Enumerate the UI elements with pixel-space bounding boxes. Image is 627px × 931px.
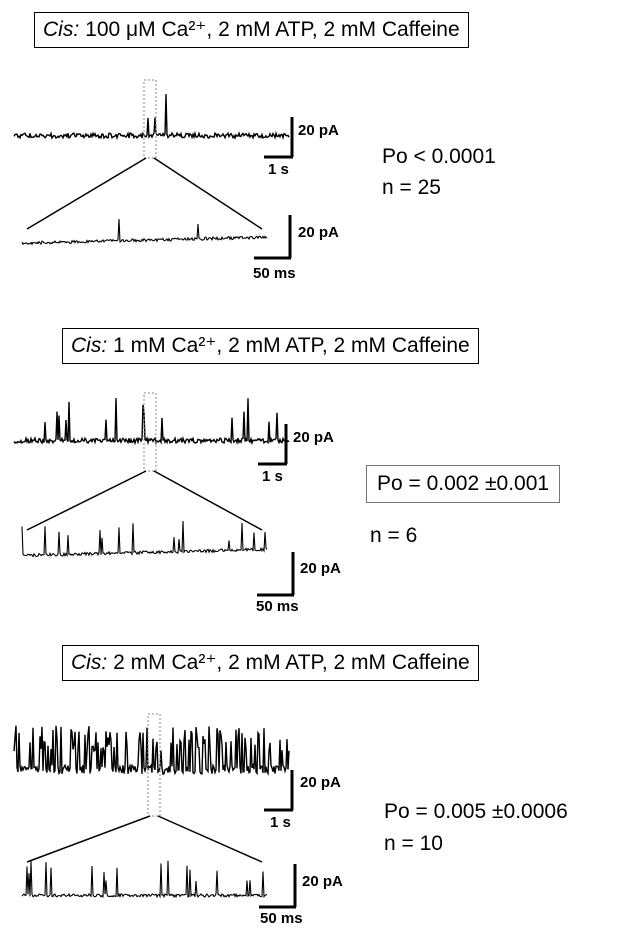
scale-bar-long [264, 770, 294, 812]
current-scale-label: 20 pA [300, 774, 341, 791]
zoom-line-right [157, 815, 263, 863]
trace-short [21, 860, 268, 899]
n-value: n = 25 [382, 176, 441, 199]
current-trace-path [21, 218, 268, 246]
zoom-window [147, 713, 161, 817]
panel-2: Cis: 1 mM Ca²⁺, 2 mM ATP, 2 mM Caffeine 2… [13, 328, 561, 615]
zoom-connector [26, 392, 263, 531]
condition-box: Cis: 2 mM Ca²⁺, 2 mM ATP, 2 mM Caffeine [62, 645, 479, 681]
condition-text: 1 mM Ca²⁺, 2 mM ATP, 2 mM Caffeine [113, 334, 470, 357]
time-scale-label: 1 s [262, 468, 283, 485]
zoom-line-left [26, 157, 147, 230]
current-scale-label: 20 pA [302, 873, 343, 890]
current-scale-label: 20 pA [298, 224, 339, 241]
current-scale-label: 20 pA [293, 429, 334, 446]
time-scale-label: 50 ms [256, 598, 299, 615]
po-value: Po = 0.002 ±0.001 [366, 465, 561, 503]
condition-box: Cis: 100 μM Ca²⁺, 2 mM ATP, 2 mM Caffeine [34, 12, 469, 48]
current-scale-label: 20 pA [298, 122, 339, 139]
zoom-connector [26, 79, 263, 230]
po-value: Po = 0.005 ±0.0006 [384, 800, 568, 823]
po-value: Po < 0.0001 [382, 145, 496, 168]
trace-long [13, 398, 290, 446]
zoom-line-right [153, 470, 263, 531]
condition-prefix: Cis: [71, 334, 108, 357]
zoom-line-left [26, 470, 147, 531]
current-trace-path [21, 860, 268, 899]
current-trace-path [13, 94, 290, 141]
condition-text: 2 mM Ca²⁺, 2 mM ATP, 2 mM Caffeine [113, 651, 470, 674]
trace-long [13, 725, 290, 776]
panel-1: Cis: 100 μM Ca²⁺, 2 mM ATP, 2 mM Caffeine… [0, 0, 627, 300]
n-value: n = 10 [384, 832, 443, 855]
time-scale-label: 50 ms [260, 910, 303, 927]
scale-bar-short [257, 552, 295, 597]
condition-prefix: Cis: [43, 18, 80, 41]
scale-bar-long [258, 424, 288, 466]
current-scale-label: 20 pA [300, 560, 341, 577]
scale-bar-long [264, 117, 294, 159]
current-trace-path [21, 520, 268, 558]
zoom-line-right [153, 157, 263, 230]
zoom-window [143, 79, 157, 159]
zoom-window [143, 392, 157, 472]
current-trace-path [13, 398, 290, 446]
current-trace-path [13, 725, 290, 776]
trace-long [13, 94, 290, 141]
condition-prefix: Cis: [71, 651, 108, 674]
scale-bar-short [254, 215, 292, 260]
time-scale-label: 1 s [270, 814, 291, 831]
condition-text: 100 μM Ca²⁺, 2 mM ATP, 2 mM Caffeine [85, 18, 460, 41]
condition-box: Cis: 1 mM Ca²⁺, 2 mM ATP, 2 mM Caffeine [62, 328, 479, 364]
trace-short [21, 520, 268, 558]
time-scale-label: 50 ms [253, 265, 296, 282]
time-scale-label: 1 s [268, 161, 289, 178]
n-value: n = 6 [370, 524, 418, 547]
scale-bar-short [259, 864, 297, 909]
trace-short [21, 218, 268, 246]
zoom-line-left [26, 815, 151, 863]
